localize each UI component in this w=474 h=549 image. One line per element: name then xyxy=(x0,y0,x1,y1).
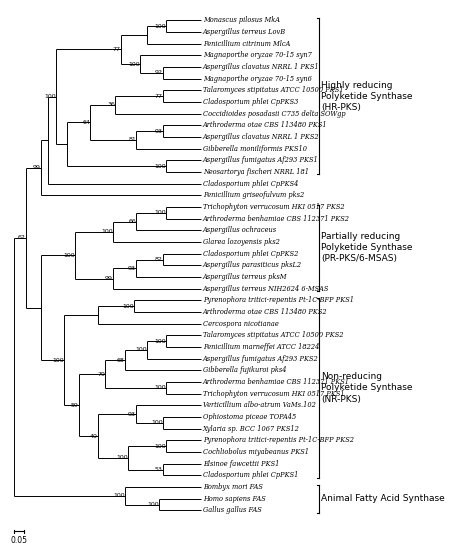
Text: Homo sapiens FAS: Homo sapiens FAS xyxy=(203,495,265,503)
Text: Cercospora nicotianae: Cercospora nicotianae xyxy=(203,320,279,328)
Text: 100: 100 xyxy=(151,421,163,425)
Text: 93: 93 xyxy=(155,128,163,133)
Text: 53: 53 xyxy=(155,467,163,472)
Text: Neosartorya fischeri NRRL 181: Neosartorya fischeri NRRL 181 xyxy=(203,168,309,176)
Text: Trichophyton verrucosum HKI 0517 PKS1: Trichophyton verrucosum HKI 0517 PKS1 xyxy=(203,390,345,398)
Text: Ophiostoma piceae TOPA45: Ophiostoma piceae TOPA45 xyxy=(203,413,296,421)
Text: 99: 99 xyxy=(33,165,41,170)
Text: 77: 77 xyxy=(155,94,163,99)
Text: 66: 66 xyxy=(128,219,136,224)
Text: 82: 82 xyxy=(155,257,163,262)
Text: Monascus pilosus MkA: Monascus pilosus MkA xyxy=(203,16,280,24)
Text: 0.05: 0.05 xyxy=(10,536,27,545)
Text: Trichophyton verrucosum HKI 0517 PKS2: Trichophyton verrucosum HKI 0517 PKS2 xyxy=(203,203,345,211)
Text: Aspergillus clavatus NRRL 1 PKS2: Aspergillus clavatus NRRL 1 PKS2 xyxy=(203,133,319,141)
Text: Aspergillus terreus NIH2624 6-MSAS: Aspergillus terreus NIH2624 6-MSAS xyxy=(203,285,329,293)
Text: Bombyx mori FAS: Bombyx mori FAS xyxy=(203,483,263,491)
Text: Verticillium albo-atrum VaMs.102: Verticillium albo-atrum VaMs.102 xyxy=(203,401,316,410)
Text: 81: 81 xyxy=(128,137,136,142)
Text: 79: 79 xyxy=(98,372,106,377)
Text: Aspergillus terreus LovB: Aspergillus terreus LovB xyxy=(203,28,286,36)
Text: Aspergillus ochraceus: Aspergillus ochraceus xyxy=(203,226,277,234)
Text: Cochliobolus miyabeanus PKS1: Cochliobolus miyabeanus PKS1 xyxy=(203,448,309,456)
Text: 100: 100 xyxy=(117,456,128,461)
Text: Pyrenophora tritici-repentis Pt-1C-BFP PKS1: Pyrenophora tritici-repentis Pt-1C-BFP P… xyxy=(203,296,354,304)
Text: 100: 100 xyxy=(52,357,64,362)
Text: 100: 100 xyxy=(122,304,134,309)
Text: Penicillium griseofulvum pks2: Penicillium griseofulvum pks2 xyxy=(203,192,304,199)
Text: 100: 100 xyxy=(128,61,140,66)
Text: 100: 100 xyxy=(155,339,166,344)
Text: Animal Fatty Acid Synthase: Animal Fatty Acid Synthase xyxy=(321,494,445,503)
Text: 100: 100 xyxy=(45,94,56,99)
Text: 100: 100 xyxy=(155,444,166,449)
Text: Cladosporium phlei CpPKS4: Cladosporium phlei CpPKS4 xyxy=(203,180,298,188)
Text: 100: 100 xyxy=(155,210,166,215)
Text: Aspergillus fumigatus Af293 PKS1: Aspergillus fumigatus Af293 PKS1 xyxy=(203,156,319,164)
Text: 64: 64 xyxy=(82,120,90,125)
Text: Aspergillus fumigatus Af293 PKS2: Aspergillus fumigatus Af293 PKS2 xyxy=(203,355,319,363)
Text: Gibberella fujikuroi pks4: Gibberella fujikuroi pks4 xyxy=(203,366,286,374)
Text: 99: 99 xyxy=(105,276,113,281)
Text: Arthroderma benhamiae CBS 112371 PKS1: Arthroderma benhamiae CBS 112371 PKS1 xyxy=(203,378,350,386)
Text: 100: 100 xyxy=(101,229,113,234)
Text: Highly reducing
Polyketide Synthase
(HR-PKS): Highly reducing Polyketide Synthase (HR-… xyxy=(321,81,413,112)
Text: Arthroderma otae CBS 113480 PKS1: Arthroderma otae CBS 113480 PKS1 xyxy=(203,121,328,130)
Text: 100: 100 xyxy=(113,494,125,498)
Text: Aspergillus terreus pksM: Aspergillus terreus pksM xyxy=(203,273,287,281)
Text: 40: 40 xyxy=(90,434,98,439)
Text: 100: 100 xyxy=(136,348,147,352)
Text: Magnaporthe oryzae 70-15 syn6: Magnaporthe oryzae 70-15 syn6 xyxy=(203,75,312,83)
Text: 93: 93 xyxy=(128,266,136,271)
Text: Arthroderma otae CBS 113480 PKS2: Arthroderma otae CBS 113480 PKS2 xyxy=(203,308,328,316)
Text: Cladosporium phlei CpPKS3: Cladosporium phlei CpPKS3 xyxy=(203,98,298,106)
Text: Talaromyces stipitatus ATCC 10500 PKS1: Talaromyces stipitatus ATCC 10500 PKS1 xyxy=(203,86,343,94)
Text: Coccidioides posadasii C735 delta SOWgp: Coccidioides posadasii C735 delta SOWgp xyxy=(203,110,346,117)
Text: Penicillium marneffei ATCC 18224: Penicillium marneffei ATCC 18224 xyxy=(203,343,319,351)
Text: 92: 92 xyxy=(155,70,163,75)
Text: Xylaria sp. BCC 1067 PKS12: Xylaria sp. BCC 1067 PKS12 xyxy=(203,425,300,433)
Text: Aspergillus clavatus NRRL 1 PKS1: Aspergillus clavatus NRRL 1 PKS1 xyxy=(203,63,319,71)
Text: Aspergillus parasiticus pksL2: Aspergillus parasiticus pksL2 xyxy=(203,261,302,270)
Text: Non-reducing
Polyketide Synthase
(NR-PKS): Non-reducing Polyketide Synthase (NR-PKS… xyxy=(321,372,413,404)
Text: 100: 100 xyxy=(64,253,75,257)
Text: Glarea lozoyensis pks2: Glarea lozoyensis pks2 xyxy=(203,238,280,246)
Text: 77: 77 xyxy=(113,47,121,52)
Text: 59: 59 xyxy=(71,402,79,407)
Text: Cladosporium phlei CpPKS1: Cladosporium phlei CpPKS1 xyxy=(203,472,298,479)
Text: Arthroderma benhamiae CBS 112371 PKS2: Arthroderma benhamiae CBS 112371 PKS2 xyxy=(203,215,350,223)
Text: Gallus gallus FAS: Gallus gallus FAS xyxy=(203,507,262,514)
Text: 62: 62 xyxy=(18,235,26,240)
Text: Magnaporthe oryzae 70-15 syn7: Magnaporthe oryzae 70-15 syn7 xyxy=(203,51,312,59)
Text: Pyrenophora tritici-repentis Pt-1C-BFP PKS2: Pyrenophora tritici-repentis Pt-1C-BFP P… xyxy=(203,436,354,445)
Text: 100: 100 xyxy=(147,502,159,507)
Text: Cladosporium phlei CpPKS2: Cladosporium phlei CpPKS2 xyxy=(203,250,298,257)
Text: 100: 100 xyxy=(155,385,166,390)
Text: 100: 100 xyxy=(155,24,166,29)
Text: Gibberella moniliformis PKS10: Gibberella moniliformis PKS10 xyxy=(203,145,307,153)
Text: Penicillium citrinum MlcA: Penicillium citrinum MlcA xyxy=(203,40,290,48)
Text: Elsinoe fawcettii PKS1: Elsinoe fawcettii PKS1 xyxy=(203,460,279,468)
Text: 93: 93 xyxy=(128,412,136,417)
Text: 68: 68 xyxy=(117,358,125,363)
Text: 100: 100 xyxy=(155,164,166,169)
Text: Partially reducing
Polyketide Synthase
(PR-PKS/6-MSAS): Partially reducing Polyketide Synthase (… xyxy=(321,232,413,264)
Text: 36: 36 xyxy=(107,103,115,108)
Text: Talaromyces stipitatus ATCC 10500 PKS2: Talaromyces stipitatus ATCC 10500 PKS2 xyxy=(203,332,343,339)
